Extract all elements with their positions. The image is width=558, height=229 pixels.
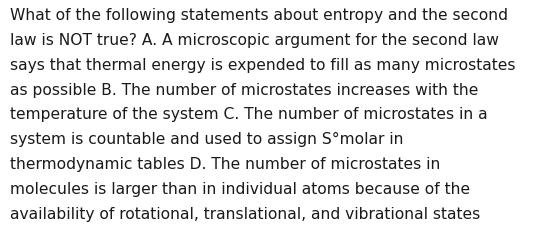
Text: molecules is larger than in individual atoms because of the: molecules is larger than in individual a…: [10, 181, 470, 196]
Text: system is countable and used to assign S°molar in: system is countable and used to assign S…: [10, 132, 403, 147]
Text: says that thermal energy is expended to fill as many microstates: says that thermal energy is expended to …: [10, 57, 516, 72]
Text: availability of rotational, translational, and vibrational states: availability of rotational, translationa…: [10, 206, 480, 221]
Text: as possible B. The number of microstates increases with the: as possible B. The number of microstates…: [10, 82, 478, 97]
Text: law is NOT true? A. A microscopic argument for the second law: law is NOT true? A. A microscopic argume…: [10, 33, 499, 48]
Text: What of the following statements about entropy and the second: What of the following statements about e…: [10, 8, 508, 23]
Text: temperature of the system C. The number of microstates in a: temperature of the system C. The number …: [10, 107, 488, 122]
Text: thermodynamic tables D. The number of microstates in: thermodynamic tables D. The number of mi…: [10, 156, 440, 171]
